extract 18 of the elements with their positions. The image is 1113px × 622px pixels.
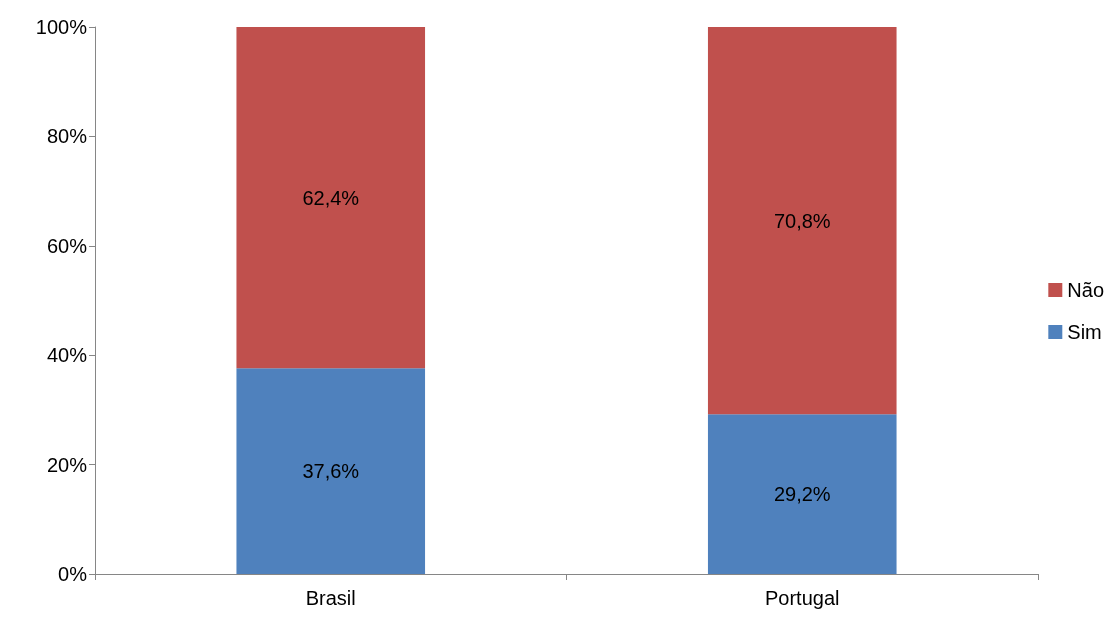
y-tick-label: 60% xyxy=(46,234,88,257)
x-tick-label: Portugal xyxy=(765,587,840,609)
legend-label: Sim xyxy=(1067,321,1102,343)
y-tick-label: 80% xyxy=(46,125,88,148)
data-label: 29,2% xyxy=(773,483,831,506)
data-label: 70,8% xyxy=(773,209,831,232)
y-tick-label: 20% xyxy=(46,453,88,476)
bar xyxy=(236,368,426,574)
y-tick-label: 0% xyxy=(58,563,88,585)
bar xyxy=(707,414,897,574)
bar xyxy=(707,27,897,415)
y-tick-label: 40% xyxy=(46,344,88,367)
data-label: 62,4% xyxy=(302,186,360,209)
y-tick-label: 100% xyxy=(35,16,88,38)
legend-label: Não xyxy=(1067,279,1105,301)
bar xyxy=(236,27,426,369)
data-label: 37,6% xyxy=(302,460,360,483)
x-tick-label: Brasil xyxy=(305,587,356,609)
